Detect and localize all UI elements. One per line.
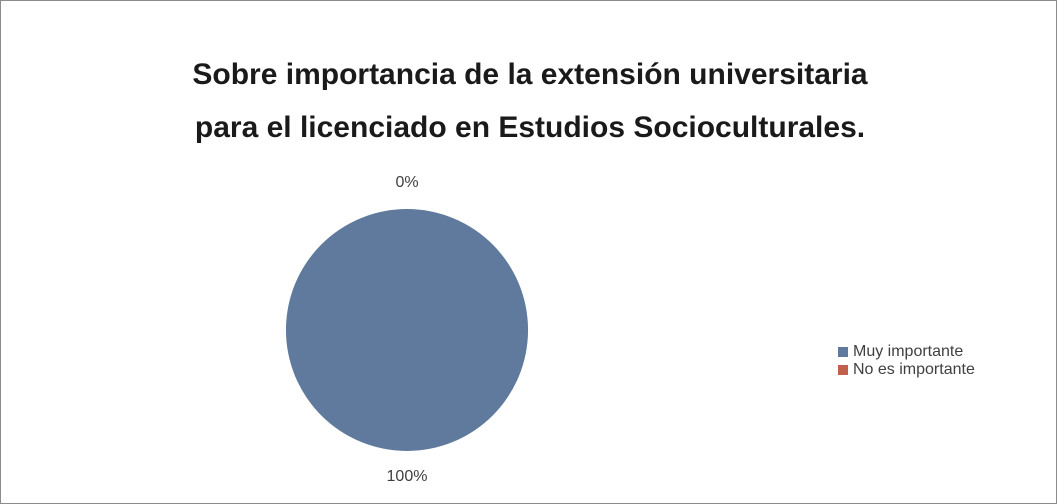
legend-label: No es importante [853, 361, 975, 378]
data-label: 0% [395, 174, 418, 191]
chart-title: Sobre importancia de la extensión univer… [192, 58, 868, 91]
data-label: 100% [387, 468, 428, 485]
legend-label: Muy importante [853, 343, 963, 360]
legend-swatch [838, 365, 848, 375]
chart-title: para el licenciado en Estudios Sociocult… [195, 111, 865, 144]
pie-slice [285, 208, 529, 451]
legend-swatch [838, 347, 848, 357]
